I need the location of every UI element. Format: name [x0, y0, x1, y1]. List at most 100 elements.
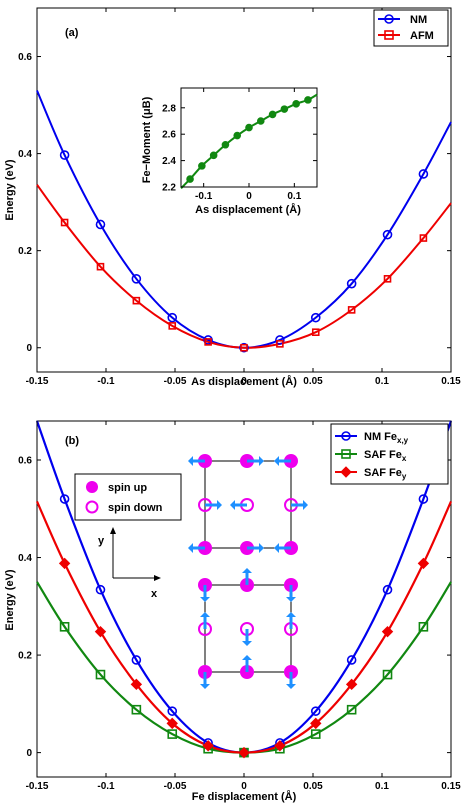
inset-x-axis-label: As displacement (Å)	[195, 203, 301, 216]
y-axis-label: Energy (eV)	[4, 159, 16, 220]
spin-up-label: spin up	[108, 482, 147, 494]
panel-b-x-tick-label: -0.05	[164, 781, 187, 792]
legend-marker-nm	[384, 14, 394, 24]
panel-b-data-point	[167, 729, 178, 739]
panel-b-data-point	[131, 655, 142, 665]
inset-data-point	[233, 131, 242, 140]
panel-a-data-point	[96, 262, 105, 271]
arrow-head	[286, 684, 296, 689]
legend-marker-nm	[341, 431, 351, 441]
panel-a-data-point	[311, 328, 320, 337]
panel-a-x-tick-label: -0.15	[26, 376, 49, 387]
panel-a-series-line-1	[36, 184, 452, 349]
panel-b-data-point	[130, 678, 143, 691]
panel-b-data-point	[58, 557, 71, 570]
panel-a-data-point	[132, 296, 141, 305]
panel-a-data-point	[418, 169, 429, 179]
panel-b-data-point	[381, 625, 394, 638]
legend-entry-safy: SAF Fey	[364, 467, 407, 481]
panel-a-data-point	[167, 312, 178, 323]
panel-b-data-point	[382, 584, 393, 595]
panel-a-data-point	[204, 338, 212, 346]
panel-b-y-tick-label: 0.4	[18, 553, 32, 564]
arrow-head	[274, 543, 279, 553]
panel-a-data-point	[276, 340, 284, 348]
arrow-head	[259, 456, 264, 466]
panel-b-x-tick-label: 0	[241, 781, 247, 792]
panel-b-x-tick-label: 0.05	[303, 781, 323, 792]
panel-a-data-point	[347, 306, 356, 314]
arrow-head	[230, 500, 235, 510]
panel-a-y-tick-label: 0.4	[18, 149, 32, 160]
inset-data-point	[221, 140, 230, 149]
panel-a: -0.15 -0.1 -0.05 0 0.05 0.1 0.15 0 0.2 0.4 0.6 (a…	[4, 7, 461, 388]
arrow-head	[188, 456, 193, 466]
legend-entry-safx: SAF Fex	[364, 449, 407, 463]
inset-y-tick-label: 2.6	[162, 130, 176, 141]
panel-a-data-point	[60, 218, 69, 227]
inset-data-point	[292, 100, 300, 108]
panel-b-data-point	[166, 717, 178, 730]
arrow-head	[242, 641, 252, 646]
panel-label: (a)	[65, 27, 79, 39]
legend-marker-safx	[341, 449, 351, 459]
panel-b-data-point	[131, 704, 142, 715]
arrow-head	[303, 500, 308, 510]
panel-a-y-tick-label: 0.2	[18, 246, 32, 257]
panel-a-y-tick-label: 0	[26, 343, 32, 354]
panel-a-data-point	[383, 275, 392, 283]
inset-data-point	[186, 175, 194, 183]
legend: NM Fex,y SAF Fex SAF Fey	[330, 423, 449, 485]
panel-a-x-tick-label: 0.1	[375, 376, 389, 387]
arrow-head	[200, 684, 210, 689]
inset-chart: -0.1 0 0.1 2.2 2.4 2.6 2.8 As displacement (Å…	[141, 87, 318, 216]
arrow-head	[286, 597, 296, 602]
arrow-head	[286, 612, 296, 617]
arrow-head	[188, 543, 193, 553]
panel-b-data-point	[310, 729, 321, 739]
inset-data-point	[280, 105, 289, 113]
panel-b-data-point	[202, 740, 214, 752]
spin-lattice-diagram	[188, 454, 308, 689]
panel-b-y-tick-label: 0	[26, 748, 32, 759]
panel-b-data-point	[418, 494, 429, 504]
spin-legend: spin up spin down	[74, 473, 182, 521]
panel-b-data-point	[310, 717, 322, 730]
panel-a-x-tick-label: -0.05	[164, 376, 187, 387]
inset-y-tick-label: 2.8	[162, 103, 176, 114]
inset-y-tick-label: 2.2	[162, 183, 176, 194]
panel-b-y-tick-label: 0.6	[18, 456, 32, 467]
x-direction-label: x	[151, 588, 158, 600]
panel-b-data-point	[238, 746, 250, 759]
inset-x-tick-label: 0	[246, 191, 252, 202]
panel-a-x-tick-label: -0.1	[97, 376, 115, 387]
legend-entry-nm: NM	[410, 14, 427, 26]
arrow-head	[217, 500, 222, 510]
panel-b-data-point	[59, 621, 70, 632]
x-axis-label: As displacement (Å)	[191, 375, 297, 388]
panel-b-data-point	[94, 625, 107, 638]
legend-marker-safy	[340, 466, 352, 478]
panel-b-x-tick-label: -0.1	[97, 781, 115, 792]
panel-b-data-point	[345, 678, 358, 691]
arrow-head	[259, 543, 264, 553]
spin-down-marker	[85, 500, 99, 514]
panel-b-data-point	[346, 655, 357, 665]
panel-b-data-point	[346, 704, 357, 715]
panel-a-x-tick-label: 0	[241, 376, 247, 387]
panel-a-data-point	[275, 335, 285, 345]
panel-b-x-tick-label: 0.1	[375, 781, 389, 792]
coordinate-axes: y x	[98, 527, 161, 600]
arrow-head	[274, 456, 279, 466]
inset-y-axis-label: Fe−Moment (μB)	[141, 96, 153, 183]
panel-a-data-point	[59, 150, 70, 160]
panel-b-data-point	[95, 669, 106, 680]
arrow-head	[200, 612, 210, 617]
panel-a-data-point	[131, 274, 142, 284]
legend: NM AFM	[373, 9, 449, 47]
panel-a-data-point	[310, 312, 321, 323]
panel-a-data-point	[346, 278, 357, 289]
panel-b-data-point	[95, 584, 106, 595]
panel-a-data-point	[382, 229, 393, 240]
panel-b-data-point	[167, 706, 178, 716]
